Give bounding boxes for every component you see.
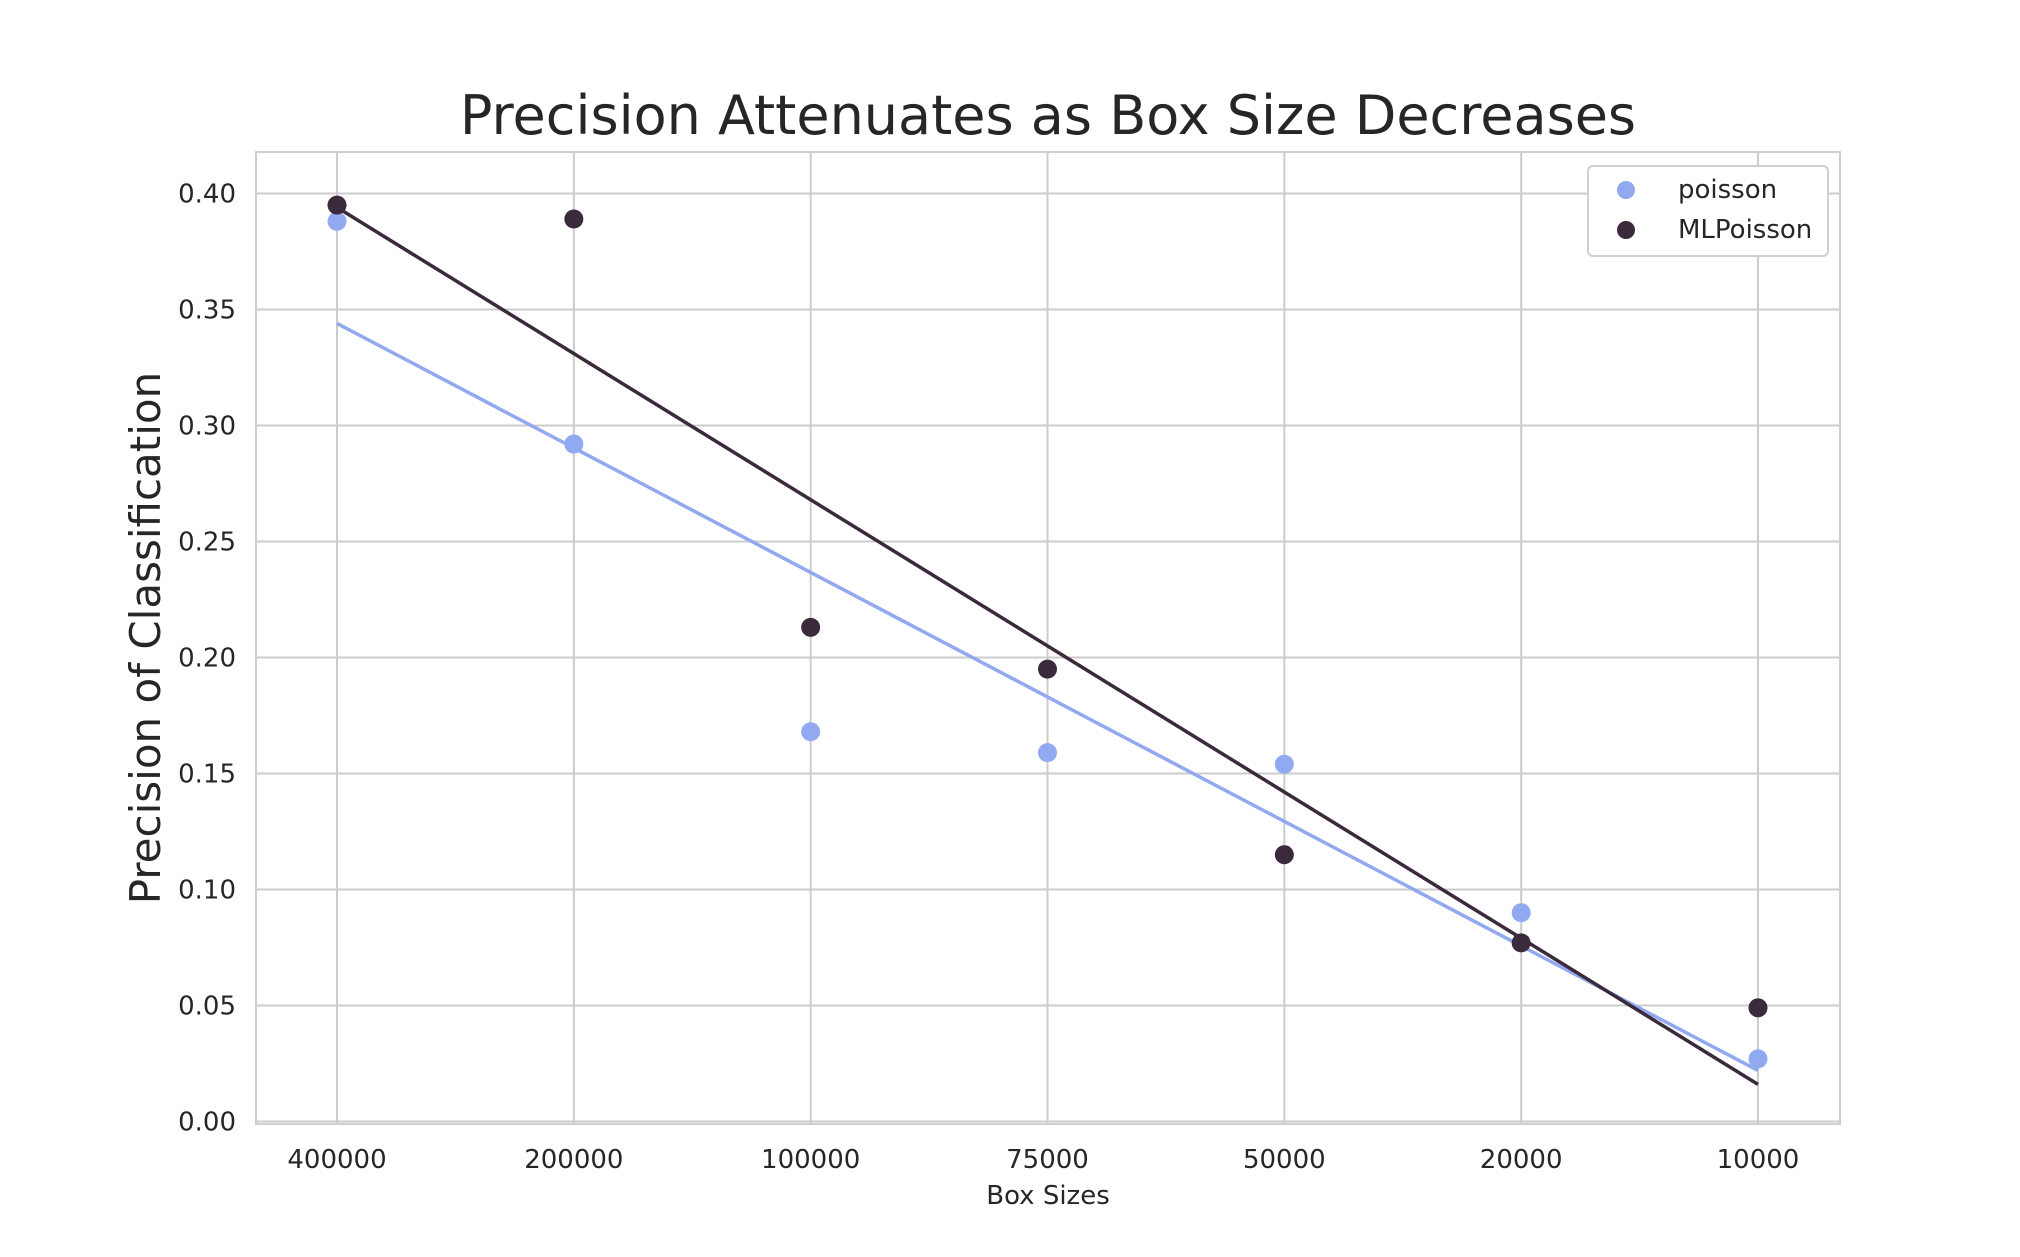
x-tick-label: 50000 bbox=[1243, 1145, 1326, 1175]
grid bbox=[256, 152, 1840, 1124]
plot-frame bbox=[255, 151, 1841, 1125]
y-tick-label: 0.15 bbox=[178, 760, 236, 790]
x-tick-label: 75000 bbox=[1006, 1145, 1089, 1175]
y-tick-labels: 0.00 0.05 0.10 0.15 0.20 0.25 0.30 0.35 0.40 bbox=[178, 180, 236, 1138]
x-tick-labels: 400000 200000 100000 75000 50000 20000 10000 bbox=[287, 1145, 1799, 1175]
point-mlpoisson bbox=[1038, 659, 1057, 679]
x-tick-label: 200000 bbox=[524, 1145, 623, 1175]
x-tick-label: 20000 bbox=[1480, 1145, 1563, 1175]
point-mlpoisson bbox=[1511, 933, 1531, 953]
legend: poisson MLPoisson bbox=[1587, 165, 1829, 257]
point-poisson bbox=[801, 722, 821, 742]
point-mlpoisson bbox=[801, 617, 821, 637]
legend-label-mlpoisson: MLPoisson bbox=[1678, 215, 1812, 245]
legend-marker-mlpoisson bbox=[1617, 221, 1635, 239]
y-tick-label: 0.20 bbox=[178, 644, 236, 674]
y-tick-label: 0.30 bbox=[178, 412, 236, 442]
y-axis-label: Precision of Classification bbox=[121, 372, 170, 905]
point-mlpoisson bbox=[1748, 998, 1768, 1018]
point-mlpoisson bbox=[1274, 845, 1294, 865]
point-poisson bbox=[564, 434, 584, 454]
x-axis-label: Box Sizes bbox=[986, 1181, 1110, 1211]
y-tick-label: 0.00 bbox=[178, 1108, 236, 1138]
point-poisson bbox=[327, 211, 347, 231]
x-tick-label: 10000 bbox=[1717, 1145, 1800, 1175]
legend-marker-poisson bbox=[1617, 181, 1635, 199]
x-tick-label: 100000 bbox=[761, 1145, 860, 1175]
x-tick-label: 400000 bbox=[287, 1145, 386, 1175]
y-tick-label: 0.25 bbox=[178, 528, 236, 558]
y-tick-label: 0.10 bbox=[178, 876, 236, 906]
y-tick-label: 0.35 bbox=[178, 296, 236, 326]
point-poisson bbox=[1511, 903, 1531, 923]
point-mlpoisson bbox=[327, 195, 347, 215]
legend-box bbox=[1587, 165, 1829, 257]
y-tick-label: 0.40 bbox=[178, 180, 236, 210]
y-tick-label: 0.05 bbox=[178, 992, 236, 1022]
point-poisson bbox=[1038, 743, 1057, 763]
data-points bbox=[327, 195, 1768, 1069]
chart-title: Precision Attenuates as Box Size Decreas… bbox=[460, 84, 1636, 147]
legend-label-poisson: poisson bbox=[1678, 175, 1777, 205]
point-mlpoisson bbox=[564, 209, 584, 229]
point-poisson bbox=[1274, 754, 1294, 774]
point-poisson bbox=[1748, 1049, 1768, 1069]
